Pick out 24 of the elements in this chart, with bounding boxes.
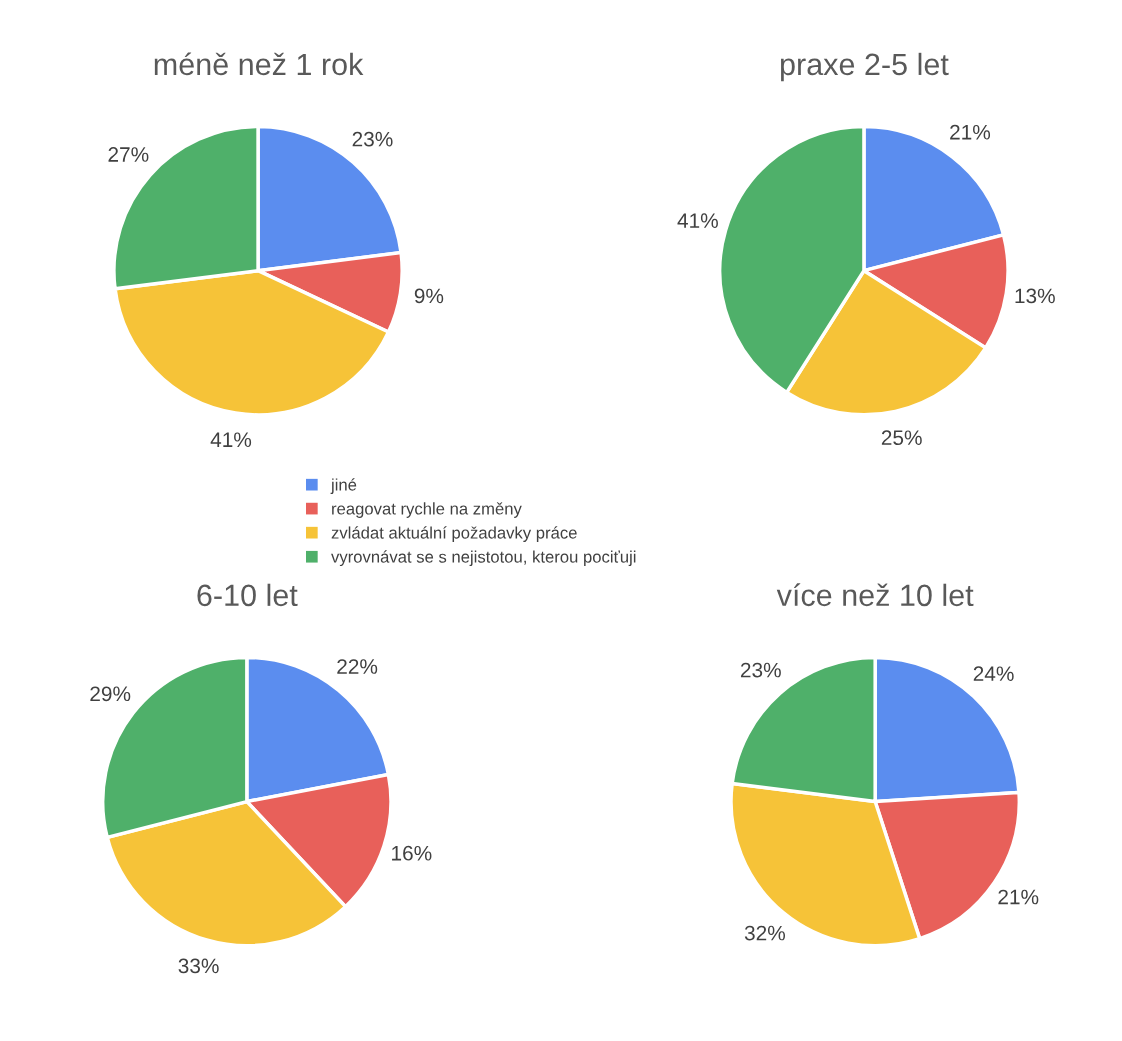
data-label: 16%: [392, 845, 432, 861]
chart-title: praxe 2-5 let: [781, 52, 949, 82]
legend-label: jiné: [330, 478, 357, 494]
data-label: 25%: [881, 430, 922, 446]
data-label: 27%: [108, 147, 149, 162]
data-label: 33%: [178, 958, 219, 974]
data-label: 41%: [210, 432, 252, 448]
data-label: 24%: [973, 666, 1014, 681]
data-label: 32%: [744, 925, 786, 941]
data-label: 29%: [90, 686, 131, 702]
legend-label: zvládat aktuální požadavky práce: [331, 526, 577, 542]
data-label: 41%: [677, 213, 718, 228]
data-label: 9%: [414, 288, 444, 304]
legend-label: vyrovnávat se s nejistotou, kterou pociťuji: [331, 550, 636, 567]
data-label: 13%: [1015, 288, 1055, 304]
legend-label: reagovat rychle na změny: [332, 502, 522, 518]
chart-title: méně než 1 rok: [154, 52, 364, 76]
data-label: 23%: [352, 131, 393, 147]
data-label: 21%: [950, 124, 991, 140]
data-label: 21%: [998, 889, 1039, 905]
chart-title: 6-10 let: [197, 583, 298, 607]
data-label: 22%: [337, 659, 378, 674]
chart-title: více než 10 let: [776, 583, 974, 607]
data-label: 23%: [740, 662, 781, 678]
